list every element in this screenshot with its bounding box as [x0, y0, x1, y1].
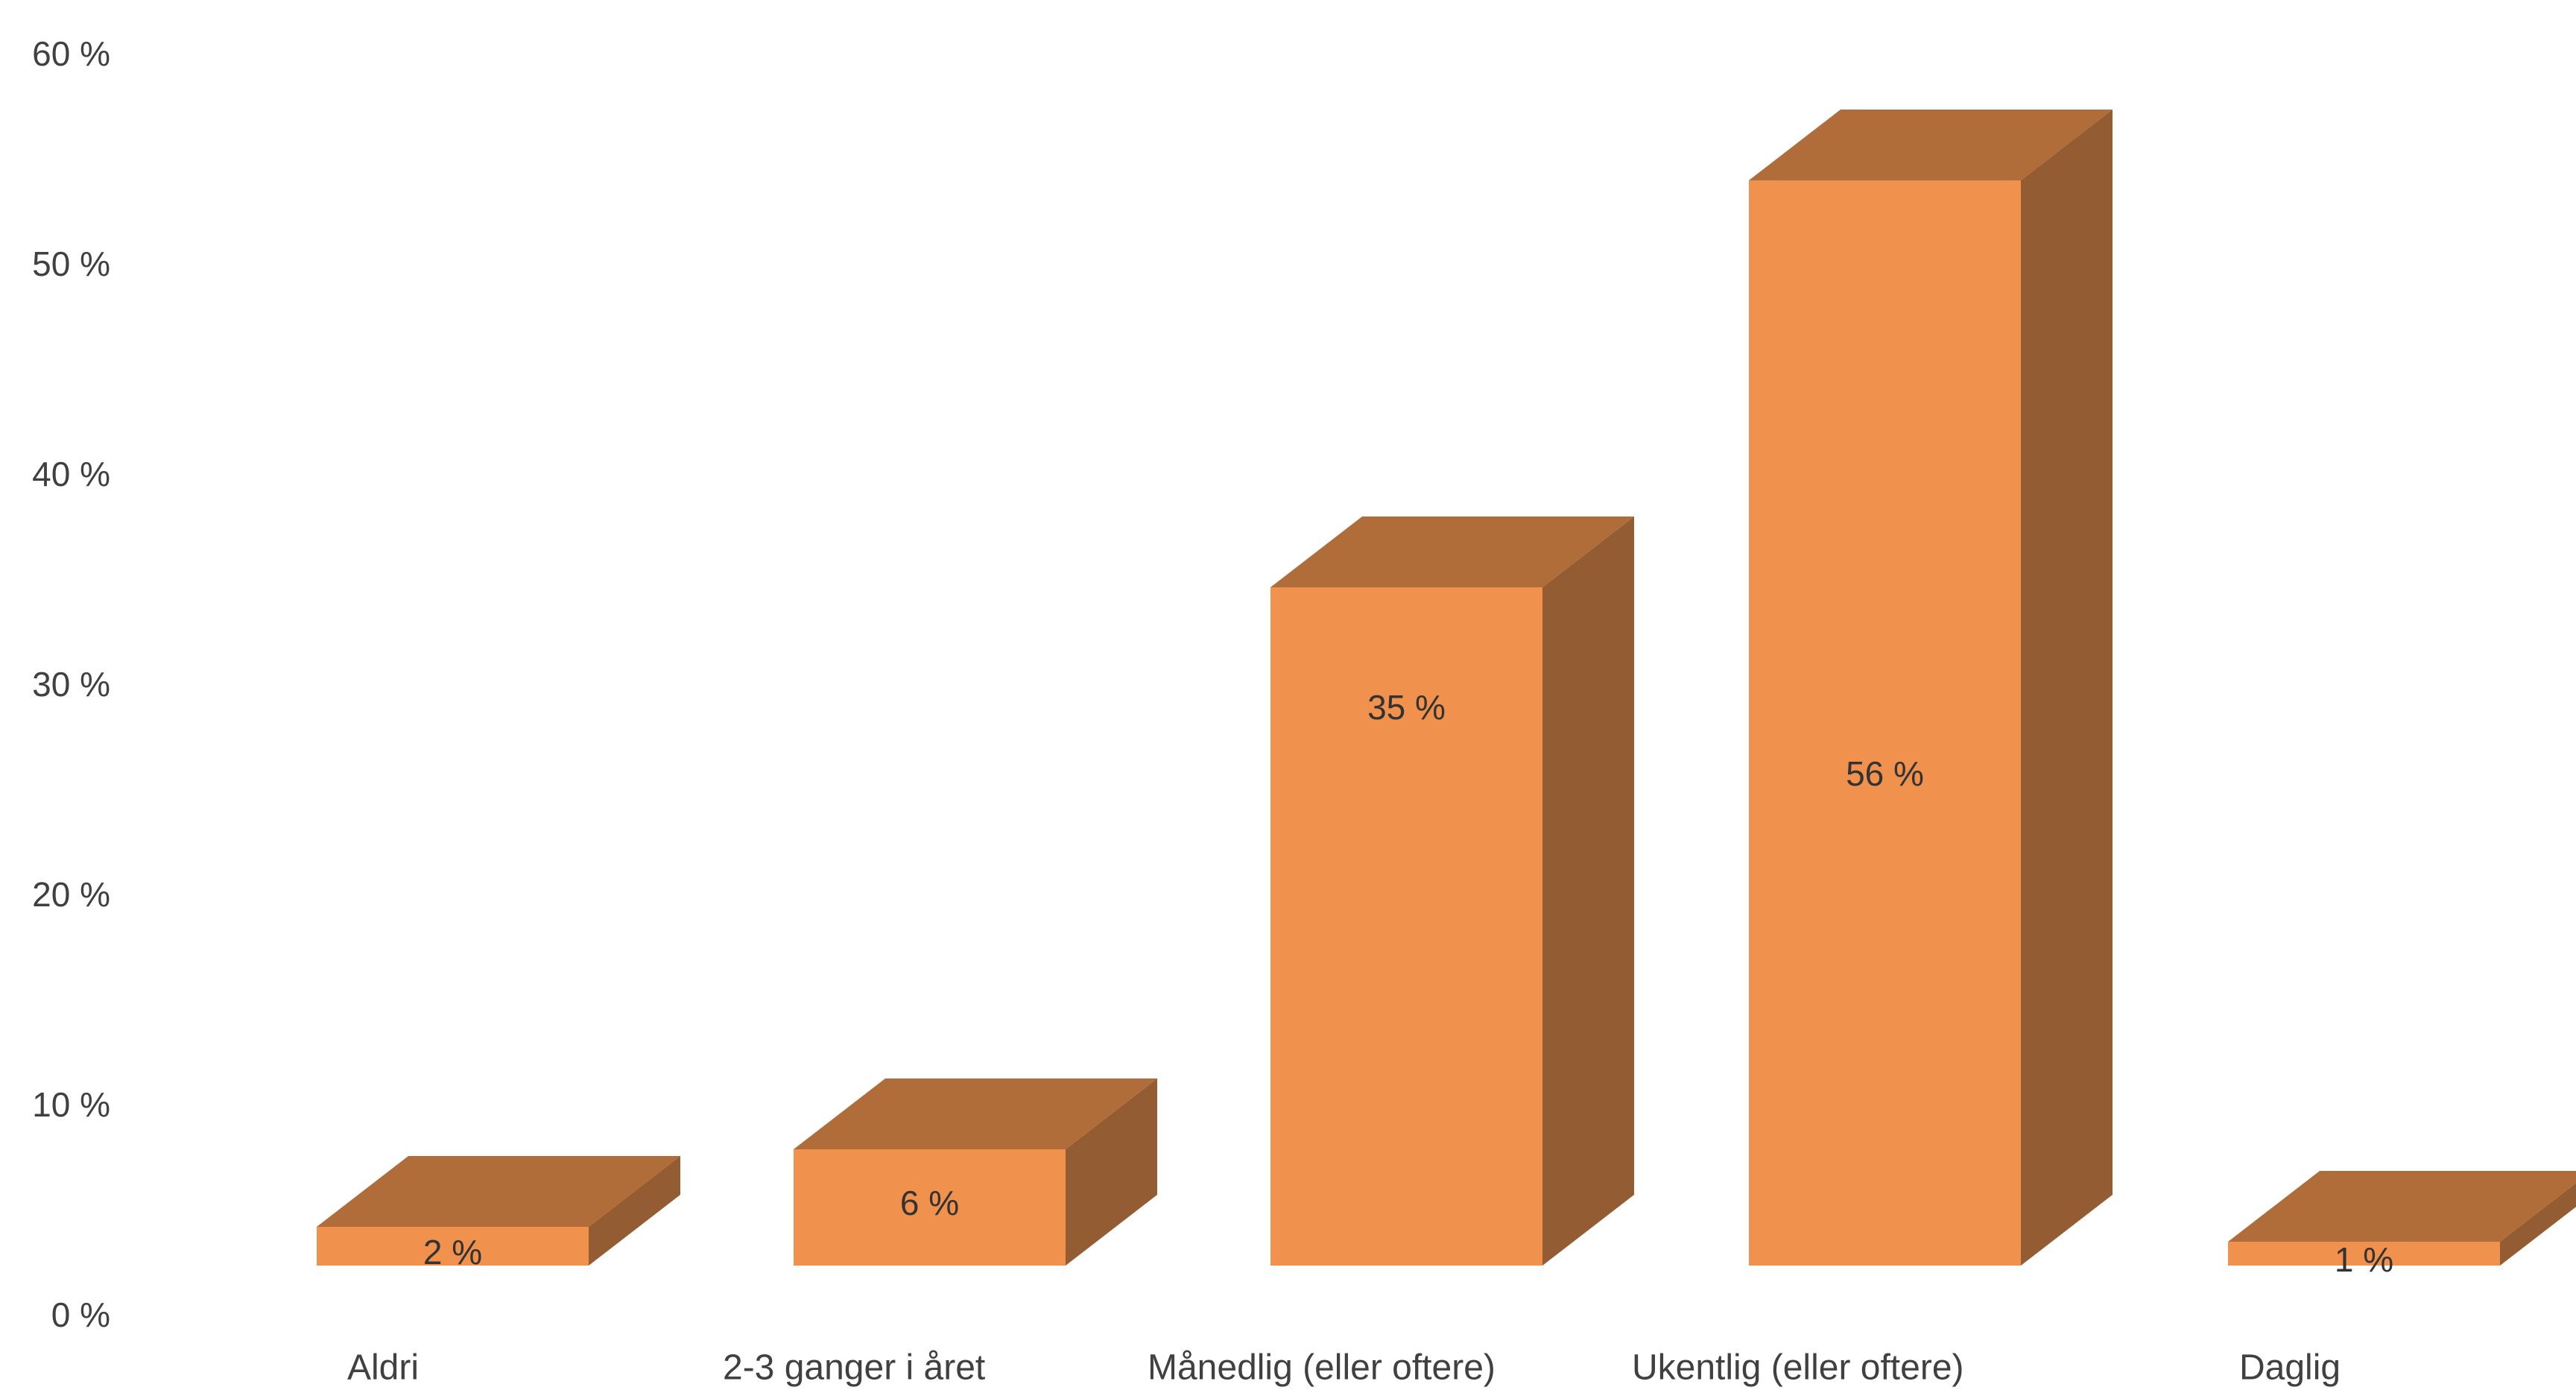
y-tick-label: 60 %: [32, 34, 110, 73]
data-label: 35 %: [1367, 688, 1446, 727]
bar-top: [317, 1156, 680, 1227]
bar-top: [794, 1078, 1157, 1149]
bar-top: [2228, 1171, 2576, 1242]
y-tick-label: 30 %: [32, 665, 110, 704]
y-tick-label: 20 %: [32, 875, 110, 914]
bar-side: [2500, 1183, 2576, 1266]
bar: [2228, 1171, 2576, 1266]
x-category-label: Månedlig (eller oftere): [1148, 1348, 1496, 1388]
bar-front: [317, 1227, 589, 1266]
y-tick-label: 0 %: [51, 1295, 110, 1334]
data-label: 6 %: [900, 1184, 959, 1222]
data-label: 1 %: [2335, 1240, 2393, 1279]
bar-front: [794, 1149, 1066, 1266]
x-category-label: Daglig: [2239, 1348, 2341, 1388]
y-tick-label: 50 %: [32, 244, 110, 283]
bar-top: [1749, 110, 2113, 180]
data-label: 56 %: [1846, 754, 1924, 793]
bar: [1749, 110, 2113, 1266]
bar-top: [1270, 517, 1634, 587]
y-tick-label: 10 %: [32, 1085, 110, 1124]
y-tick-label: 40 %: [32, 455, 110, 493]
x-axis: Aldri 2-3 ganger i året Månedlig (eller of…: [347, 1348, 2341, 1388]
x-category-label: Aldri: [347, 1348, 419, 1388]
x-category-label: 2-3 ganger i året: [723, 1348, 985, 1388]
bar-front: [1749, 180, 2021, 1266]
bar-side: [589, 1156, 680, 1266]
x-category-label: Ukentlig (eller oftere): [1632, 1348, 1964, 1388]
bar-front: [1270, 587, 1542, 1266]
bar: [1270, 517, 1634, 1266]
bars: 2 % 6 % 35 % 56 % 1 %: [317, 110, 2576, 1279]
bar-side: [1542, 517, 1634, 1266]
bar-side: [1066, 1078, 1157, 1266]
bar-side: [2021, 110, 2113, 1266]
bar: [317, 1156, 680, 1266]
bar: [794, 1078, 1157, 1266]
bar-front: [2228, 1242, 2500, 1266]
y-axis: 0 % 10 % 20 % 30 % 40 % 50 % 60 %: [32, 34, 110, 1334]
data-label: 2 %: [423, 1233, 482, 1272]
